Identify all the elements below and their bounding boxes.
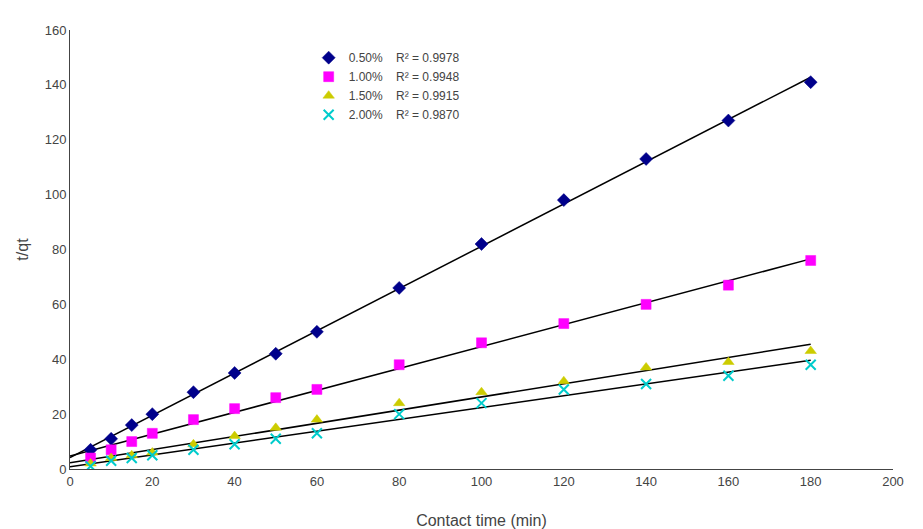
svg-text:120: 120 bbox=[45, 132, 67, 147]
svg-text:160: 160 bbox=[45, 23, 67, 38]
svg-text:20: 20 bbox=[52, 407, 66, 422]
svg-text:2.00% R² = 0.9870: 2.00% R² = 0.9870 bbox=[349, 108, 460, 122]
svg-text:60: 60 bbox=[52, 297, 66, 312]
svg-text:100: 100 bbox=[471, 474, 493, 489]
svg-text:1.50% R² = 0.9915: 1.50% R² = 0.9915 bbox=[349, 89, 460, 103]
svg-text:80: 80 bbox=[392, 474, 406, 489]
svg-text:80: 80 bbox=[52, 242, 66, 257]
svg-text:140: 140 bbox=[635, 474, 657, 489]
svg-text:20: 20 bbox=[145, 474, 159, 489]
svg-text:100: 100 bbox=[45, 187, 67, 202]
svg-text:Contact time (min): Contact time (min) bbox=[416, 512, 547, 529]
svg-text:0: 0 bbox=[66, 474, 73, 489]
svg-text:40: 40 bbox=[52, 352, 66, 367]
svg-text:160: 160 bbox=[718, 474, 740, 489]
svg-text:0: 0 bbox=[59, 462, 66, 477]
svg-text:0.50% R² = 0.9978: 0.50% R² = 0.9978 bbox=[349, 51, 460, 65]
svg-text:180: 180 bbox=[800, 474, 822, 489]
svg-text:1.00% R² = 0.9948: 1.00% R² = 0.9948 bbox=[349, 70, 460, 84]
svg-text:200: 200 bbox=[882, 474, 904, 489]
svg-text:t/qt: t/qt bbox=[14, 238, 31, 261]
svg-text:60: 60 bbox=[310, 474, 324, 489]
svg-text:120: 120 bbox=[553, 474, 575, 489]
svg-text:40: 40 bbox=[227, 474, 241, 489]
svg-text:140: 140 bbox=[45, 77, 67, 92]
